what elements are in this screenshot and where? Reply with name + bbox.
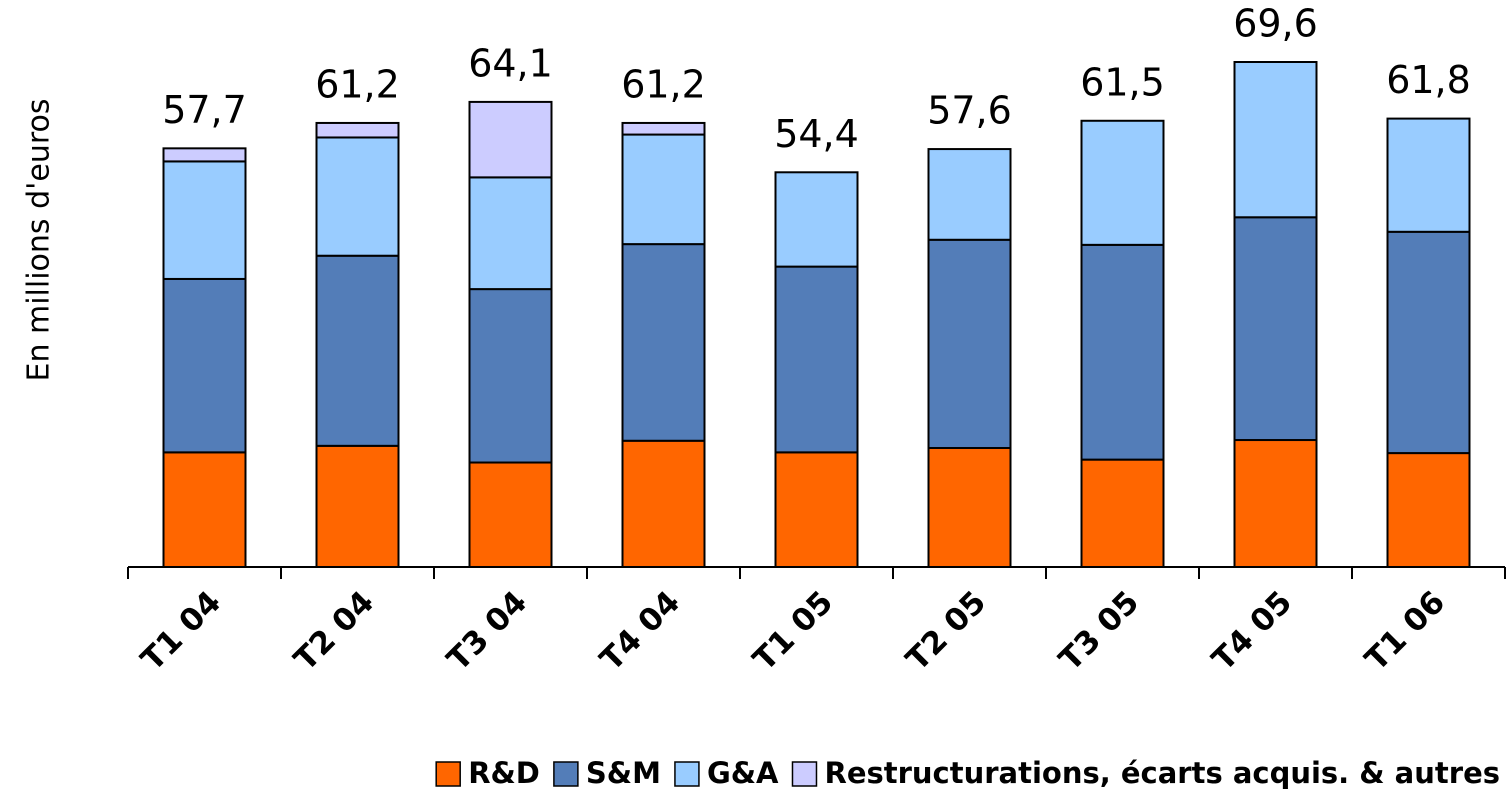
- bar-segment: [162, 277, 247, 454]
- legend-label: Restructurations, écarts acquis. & autre…: [824, 756, 1500, 790]
- bar-segment: [1386, 117, 1471, 233]
- bar-segment: [315, 136, 400, 257]
- x-tick-label: T1 05: [746, 584, 840, 678]
- bar-segment: [621, 439, 706, 568]
- bar-segment: [774, 171, 859, 268]
- bar-segment: [315, 254, 400, 447]
- x-tick-label: T4 04: [593, 584, 687, 678]
- bar-segment: [468, 100, 553, 179]
- legend-label: G&A: [707, 756, 779, 790]
- bar-segment: [162, 160, 247, 280]
- total-label: 57,7: [162, 88, 247, 132]
- bar-segment: [927, 148, 1012, 241]
- x-tick-label: T4 05: [1205, 584, 1299, 678]
- bar-segment: [927, 238, 1012, 450]
- bar-segment: [1080, 119, 1165, 246]
- legend-swatch: [674, 761, 700, 787]
- bar-segment: [1233, 439, 1318, 568]
- bar-segment: [315, 444, 400, 568]
- x-tick-label: T2 05: [899, 584, 993, 678]
- total-label: 69,6: [1233, 2, 1318, 46]
- total-label: 61,2: [621, 62, 706, 106]
- bar-segment: [1386, 230, 1471, 455]
- legend-label: S&M: [586, 756, 661, 790]
- bar-segment: [468, 461, 553, 568]
- legend-swatch: [553, 761, 579, 787]
- x-tick-label: T2 04: [287, 584, 381, 678]
- bar-segment: [468, 288, 553, 464]
- legend-label: R&D: [468, 756, 540, 790]
- total-label: 61,5: [1080, 60, 1165, 104]
- bar-segment: [1080, 458, 1165, 568]
- bar-segment: [1233, 216, 1318, 442]
- bar-segment: [774, 265, 859, 454]
- bar-segment: [621, 121, 706, 136]
- bar-segment: [927, 447, 1012, 568]
- total-label: 54,4: [774, 112, 859, 156]
- legend-swatch: [791, 761, 818, 787]
- bar-segment: [1386, 452, 1471, 569]
- x-tick-label: T3 04: [440, 584, 534, 678]
- bar-segment: [621, 243, 706, 442]
- total-label: 64,1: [468, 41, 553, 85]
- total-label: 61,2: [315, 62, 400, 106]
- y-axis-title: En millions d'euros: [22, 98, 57, 381]
- bar-segment: [468, 176, 553, 291]
- x-tick-label: T1 04: [134, 584, 228, 678]
- total-label: 61,8: [1386, 58, 1471, 102]
- bar-segment: [315, 121, 400, 139]
- total-label: 57,6: [927, 89, 1012, 133]
- legend: R&D S&M G&A Restructurations, écarts acquis…: [435, 756, 1500, 790]
- bar-segment: [621, 133, 706, 246]
- x-tick-label: T3 05: [1052, 584, 1146, 678]
- bar-segment: [1080, 243, 1165, 461]
- bar-segment: [162, 147, 247, 163]
- legend-swatch: [435, 761, 461, 787]
- bar-segment: [1233, 61, 1318, 219]
- bar-segment: [774, 451, 859, 568]
- bar-segment: [162, 451, 247, 568]
- x-tick-label: T1 06: [1358, 584, 1452, 678]
